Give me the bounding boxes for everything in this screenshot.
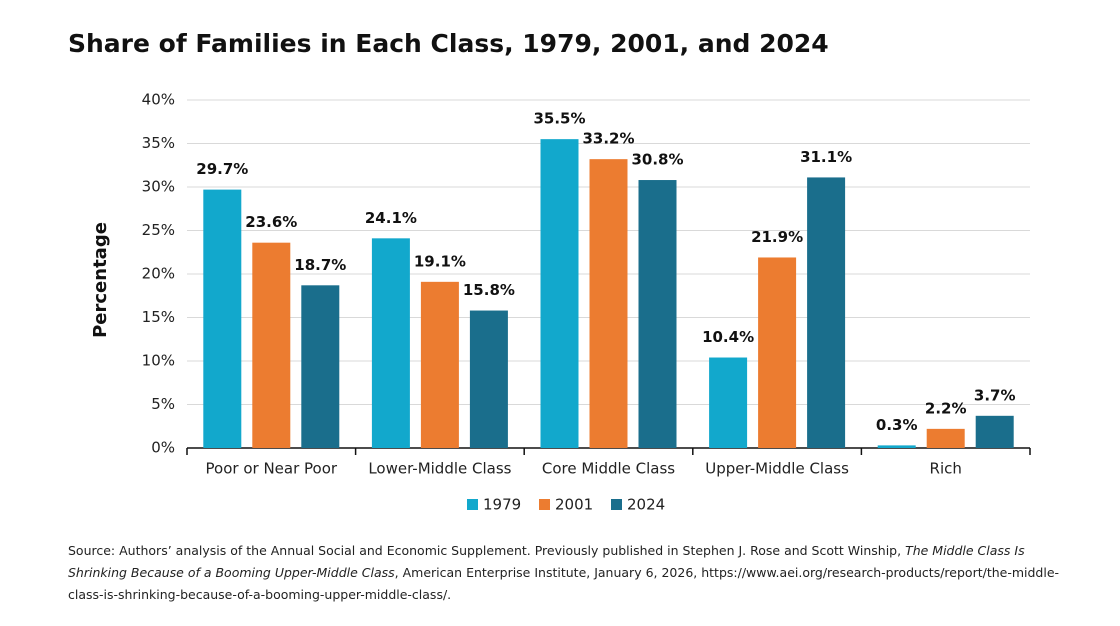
source-text: Source: Authors’ analysis of the Annual … [68, 543, 906, 558]
value-label: 0.3% [876, 416, 918, 434]
value-label: 30.8% [631, 151, 683, 169]
bar [877, 445, 916, 448]
y-tick-label: 20% [142, 265, 175, 283]
legend-label: 1979 [483, 496, 521, 514]
bar [540, 139, 579, 448]
x-tick-label: Upper-Middle Class [705, 460, 849, 478]
bar [709, 357, 748, 448]
value-label: 18.7% [294, 256, 346, 274]
value-label: 29.7% [196, 160, 248, 178]
y-tick-label: 0% [151, 439, 175, 457]
bar [371, 238, 410, 448]
value-label: 31.1% [800, 148, 852, 166]
y-tick-label: 5% [151, 395, 175, 413]
legend-label: 2001 [555, 496, 593, 514]
bar [420, 281, 459, 448]
source-text: , American Enterprise Institute, January… [68, 565, 1060, 602]
bar [926, 428, 965, 448]
x-tick-label: Lower-Middle Class [368, 460, 511, 478]
x-tick-label: Poor or Near Poor [206, 460, 338, 478]
y-tick-label: 25% [142, 221, 175, 239]
value-label: 10.4% [702, 328, 754, 346]
legend-swatch [467, 499, 478, 510]
chart: Share of Families in Each Class, 1979, 2… [68, 29, 1031, 514]
bar [807, 177, 846, 448]
legend-swatch [611, 499, 622, 510]
x-tick-label: Core Middle Class [542, 460, 675, 478]
y-tick-label: 35% [142, 134, 175, 152]
chart-title: Share of Families in Each Class, 1979, 2… [68, 29, 829, 58]
bar [638, 180, 677, 449]
bar [469, 310, 508, 448]
bar [975, 415, 1014, 448]
y-tick-label: 30% [142, 178, 175, 196]
y-axis-label: Percentage [90, 222, 111, 338]
y-tick-label: 40% [142, 91, 175, 109]
legend-label: 2024 [627, 496, 665, 514]
value-label: 15.8% [463, 281, 515, 299]
value-label: 33.2% [582, 130, 634, 148]
value-label: 19.1% [414, 252, 466, 270]
bar [301, 285, 340, 448]
y-tick-label: 15% [142, 308, 175, 326]
value-label: 21.9% [751, 228, 803, 246]
source-title: The Middle Class Is Shrinking Because of… [68, 543, 1025, 580]
value-label: 2.2% [925, 399, 967, 417]
y-tick-label: 10% [142, 352, 175, 370]
bar [203, 189, 242, 449]
legend-swatch [539, 499, 550, 510]
value-label: 23.6% [245, 213, 297, 231]
x-tick-label: Rich [930, 460, 962, 478]
source-note: Source: Authors’ analysis of the Annual … [68, 540, 1068, 606]
value-label: 24.1% [365, 209, 417, 227]
bar [252, 242, 291, 448]
value-label: 35.5% [533, 110, 585, 128]
bar [589, 159, 628, 448]
value-label: 3.7% [974, 386, 1016, 404]
bar [758, 257, 797, 448]
